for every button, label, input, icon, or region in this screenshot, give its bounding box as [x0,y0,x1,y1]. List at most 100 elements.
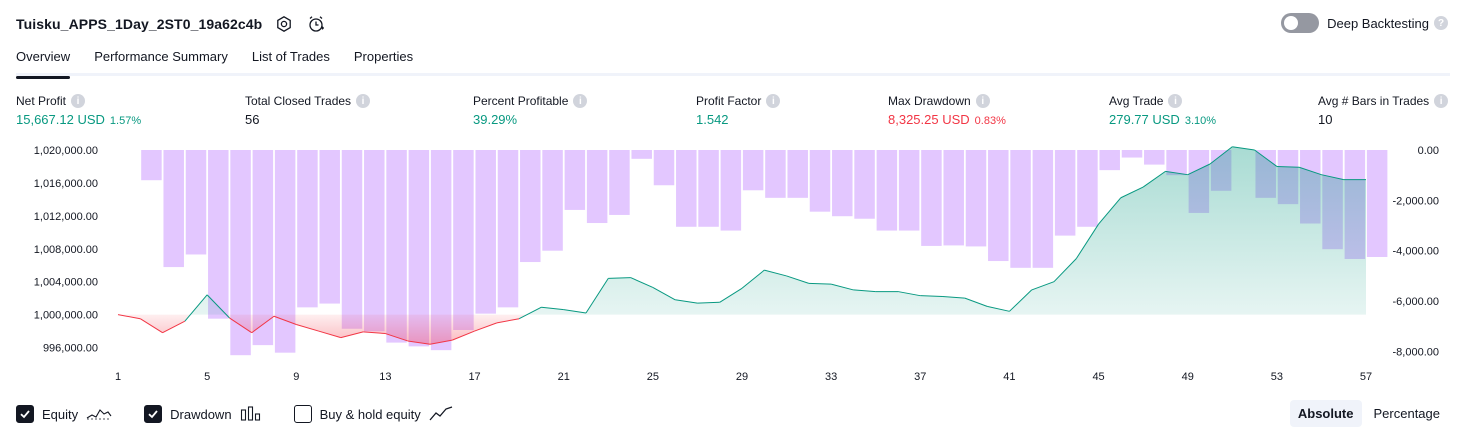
y-axis-right-tick: -6,000.00 [1393,296,1439,308]
drawdown-bar[interactable] [586,150,608,224]
drawdown-bar[interactable] [854,150,875,219]
drawdown-bar[interactable] [364,150,385,332]
equity-line-segment [1142,170,1166,188]
deep-backtesting: Deep Backtesting ? [1281,13,1448,33]
drawdown-bar[interactable] [965,150,987,247]
deep-backtesting-toggle[interactable] [1281,13,1320,33]
drawdown-bar[interactable] [1077,150,1098,227]
absolute-button[interactable]: Absolute [1289,400,1362,427]
tab-performance-summary[interactable]: Performance Summary [94,49,228,64]
tab-list-of-trades[interactable]: List of Trades [251,49,330,64]
drawdown-bar[interactable] [1010,150,1031,268]
buyhold-toggle[interactable]: Buy & hold equity [293,405,453,423]
stat-value: 1.542 [696,112,729,127]
drawdown-bar[interactable] [408,150,430,347]
equity-line-segment [1053,258,1077,283]
drawdown-bar[interactable] [319,150,340,304]
stat-percent-profitable: Percent Profitable i 39.29% [473,93,588,127]
equity-line-segment [764,269,787,277]
drawdown-bar[interactable] [631,150,652,159]
stat-percent: 3.10% [1184,115,1217,127]
help-icon[interactable]: ? [1434,16,1448,30]
drawdown-bar[interactable] [1166,150,1187,176]
drawdown-bar[interactable] [1099,150,1120,171]
drawdown-toggle[interactable]: Drawdown [144,405,261,423]
drawdown-bar[interactable] [141,150,162,181]
buyhold-checkbox[interactable] [293,405,312,423]
drawdown-bar[interactable] [386,150,407,343]
tab-overview[interactable]: Overview [16,44,71,79]
drawdown-bars-icon [240,406,262,422]
alarm-clock-icon[interactable] [306,14,326,34]
equity-checkbox[interactable] [16,405,34,423]
drawdown-bar[interactable] [1121,150,1143,158]
drawdown-bar[interactable] [542,150,563,251]
y-axis-left-tick: 1,020,000.00 [34,145,98,157]
info-icon[interactable]: i [356,94,371,108]
drawdown-bar[interactable] [742,150,764,191]
drawdown-bar[interactable] [453,150,474,331]
drawdown-bar[interactable] [497,150,519,308]
equity-line-segment [340,331,364,339]
drawdown-bar[interactable] [1054,150,1076,236]
drawdown-bar[interactable] [765,150,786,198]
drawdown-bar[interactable] [898,150,920,231]
equity-drawdown-chart[interactable]: 1,020,000.00 1,016,000.00 1,012,000.00 1,00… [0,138,1466,390]
percentage-button[interactable]: Percentage [1373,406,1441,421]
drawdown-bar[interactable] [876,150,898,231]
info-icon[interactable]: i [975,94,990,108]
info-icon[interactable]: i [766,94,781,108]
drawdown-bar[interactable] [297,150,318,308]
equity-line-segment [964,297,988,307]
drawdown-bar[interactable] [1144,150,1165,165]
drawdown-bar[interactable] [430,150,452,351]
info-icon[interactable]: i [1434,94,1449,108]
equity-line-segment [363,331,386,335]
y-axis-right-tick: 0.00 [1418,145,1439,157]
drawdown-bar[interactable] [252,150,274,346]
drawdown-checkbox[interactable] [144,405,163,423]
x-axis-tick: 49 [1182,371,1194,383]
info-icon[interactable]: i [71,94,86,108]
drawdown-bar[interactable] [1366,150,1388,257]
y-axis-right-tick: -8,000.00 [1393,346,1439,358]
drawdown-bar[interactable] [698,150,719,227]
equity-line-segment [1209,146,1233,165]
drawdown-bar[interactable] [676,150,697,227]
equity-line-segment [318,330,341,339]
tab-properties[interactable]: Properties [353,49,414,64]
info-icon[interactable]: i [1168,94,1183,108]
equity-line-segment [251,315,275,334]
equity-line-segment [206,294,230,319]
drawdown-bar[interactable] [809,150,831,212]
drawdown-bar[interactable] [475,150,496,314]
drawdown-bar[interactable] [274,150,296,353]
equity-toggle[interactable]: Equity [16,405,112,423]
drawdown-bar[interactable] [208,150,229,319]
stat-value: 15,667.12 USD [16,112,105,127]
drawdown-bar[interactable] [720,150,742,231]
drawdown-bar[interactable] [609,150,630,215]
drawdown-bar[interactable] [341,150,363,329]
drawdown-bar[interactable] [163,150,184,268]
drawdown-bar[interactable] [832,150,853,217]
equity-line-segment [1165,170,1188,176]
drawdown-bar[interactable] [230,150,251,356]
equity-line-segment [608,277,631,279]
info-icon[interactable]: i [573,94,588,108]
equity-line-segment [942,296,965,299]
drawdown-bar[interactable] [1032,150,1054,268]
drawdown-bar[interactable] [943,150,964,246]
drawdown-bar[interactable] [653,150,675,186]
settings-icon[interactable] [274,14,294,34]
equity-line-segment [184,294,208,322]
stat-value: 56 [245,112,260,127]
drawdown-bar[interactable] [564,150,586,210]
drawdown-bar[interactable] [921,150,942,246]
drawdown-bar[interactable] [988,150,1009,262]
equity-line-segment [1075,223,1099,259]
drawdown-bar[interactable] [185,150,207,255]
stat-label: Total Closed Trades [245,94,352,108]
drawdown-bar[interactable] [787,150,808,198]
drawdown-bar[interactable] [520,150,541,263]
